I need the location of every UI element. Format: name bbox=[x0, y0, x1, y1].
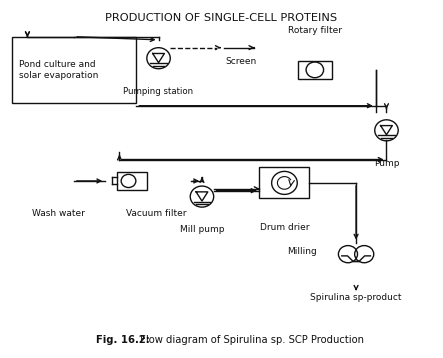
Text: Mill pump: Mill pump bbox=[180, 225, 224, 234]
Text: Rotary filter: Rotary filter bbox=[288, 25, 342, 35]
Text: Spirulina sp-product: Spirulina sp-product bbox=[311, 294, 402, 303]
Text: Fig. 16.2:: Fig. 16.2: bbox=[96, 335, 149, 345]
Text: Flow diagram of Spirulina sp. SCP Production: Flow diagram of Spirulina sp. SCP Produc… bbox=[137, 335, 364, 345]
Text: PRODUCTION OF SINGLE-CELL PROTEINS: PRODUCTION OF SINGLE-CELL PROTEINS bbox=[105, 13, 338, 23]
Bar bbox=[12, 37, 136, 103]
Text: Milling: Milling bbox=[287, 247, 317, 256]
Text: Drum drier: Drum drier bbox=[260, 223, 309, 232]
Bar bbox=[298, 61, 332, 79]
Text: Pump: Pump bbox=[374, 159, 399, 168]
Text: Screen: Screen bbox=[226, 57, 257, 66]
Text: Pond culture and
solar evaporation: Pond culture and solar evaporation bbox=[19, 60, 98, 79]
Text: Vacuum filter: Vacuum filter bbox=[126, 209, 187, 218]
Text: Wash water: Wash water bbox=[32, 209, 85, 218]
Bar bbox=[260, 168, 310, 198]
Bar bbox=[117, 172, 147, 190]
Text: Pumping station: Pumping station bbox=[124, 87, 194, 96]
